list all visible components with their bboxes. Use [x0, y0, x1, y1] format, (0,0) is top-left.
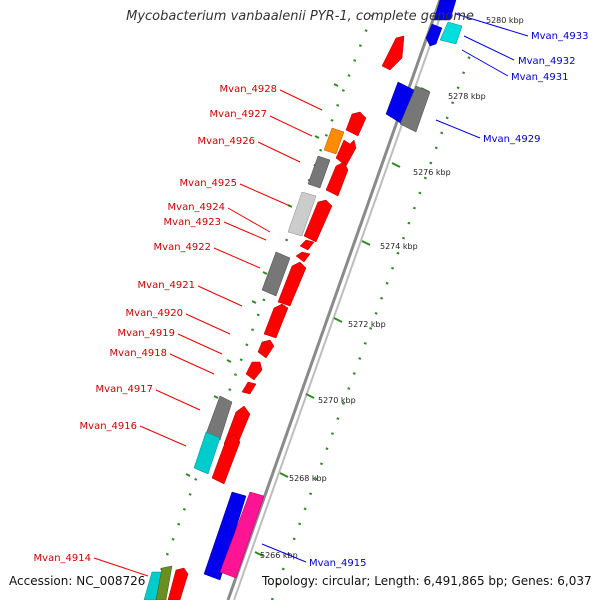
gene-arrow	[399, 85, 431, 133]
gene-arrow	[245, 361, 263, 381]
tick-5272	[333, 317, 343, 323]
right-strand-genes	[203, 0, 463, 581]
gene-arrow	[439, 21, 463, 45]
tick-label-5276: 5276 kbp	[413, 168, 451, 177]
outer-guide-right	[270, 54, 472, 600]
tick-label-5270: 5270 kbp	[318, 396, 356, 405]
gene-label-mvan-4926: Mvan_4926	[198, 136, 255, 147]
tick-label-5268: 5268 kbp	[289, 474, 327, 483]
gene-label-mvan-4921: Mvan_4921	[138, 280, 195, 291]
gene-label-mvan-4919: Mvan_4919	[118, 328, 175, 339]
gene-arrow	[241, 381, 257, 395]
gene-arrow	[203, 491, 247, 581]
gene-arrow	[263, 303, 289, 339]
gene-arrow	[307, 155, 331, 189]
left-strand-genes	[143, 35, 405, 600]
gene-label-mvan-4928: Mvan_4928	[220, 84, 277, 95]
tick-5276	[391, 162, 401, 168]
gene-label-mvan-4915: Mvan_4915	[309, 558, 366, 569]
gene-arrow	[325, 161, 349, 197]
gene-arrow	[155, 565, 173, 600]
gene-label-mvan-4932: Mvan_4932	[518, 56, 575, 67]
gene-label-mvan-4933: Mvan_4933	[531, 31, 588, 42]
gene-label-mvan-4927: Mvan_4927	[210, 109, 267, 120]
gene-label-mvan-4922: Mvan_4922	[154, 242, 211, 253]
tick-label-5272: 5272 kbp	[348, 320, 386, 329]
tick-5274	[361, 240, 371, 246]
gene-label-mvan-4914: Mvan_4914	[34, 553, 91, 564]
gene-arrow	[433, 0, 457, 21]
tick-5270	[305, 393, 315, 399]
gene-label-mvan-4918: Mvan_4918	[110, 348, 167, 359]
tick-5268	[279, 472, 289, 478]
gene-label-mvan-4917: Mvan_4917	[96, 384, 153, 395]
gene-arrow	[345, 111, 367, 137]
gene-label-mvan-4916: Mvan_4916	[80, 421, 137, 432]
gene-arrow	[261, 251, 291, 297]
map-title: Mycobacterium vanbaalenii PYR-1, complet…	[126, 9, 474, 24]
gene-arrow	[381, 35, 405, 71]
gene-label-mvan-4920: Mvan_4920	[126, 308, 183, 319]
left-leaders	[93, 89, 323, 577]
gene-label-mvan-4923: Mvan_4923	[164, 217, 221, 228]
gene-arrow	[303, 199, 333, 243]
gene-arrow	[287, 191, 317, 237]
gene-arrow	[257, 339, 275, 359]
gene-arrow	[425, 23, 443, 47]
tick-label-5266: 5266 kbp	[260, 551, 298, 560]
gene-arrow	[299, 239, 315, 251]
tick-5266	[254, 551, 264, 557]
gene-label-mvan-4929: Mvan_4929	[483, 134, 540, 145]
tick-label-5280: 5280 kbp	[486, 16, 524, 25]
gene-label-mvan-4924: Mvan_4924	[168, 202, 225, 213]
gene-arrow	[193, 431, 221, 475]
left-labels: Mvan_4928 Mvan_4927 Mvan_4926 Mvan_4925 …	[34, 84, 277, 564]
gene-arrow	[277, 261, 307, 307]
gene-arrow	[211, 433, 241, 485]
right-labels: Mvan_4933 Mvan_4932 Mvan_4931 Mvan_4929 …	[309, 31, 588, 569]
gene-arrow	[167, 567, 189, 600]
right-leaders	[261, 13, 529, 563]
gene-label-mvan-4931: Mvan_4931	[511, 72, 568, 83]
tick-label-5278: 5278 kbp	[448, 92, 486, 101]
gene-arrow	[295, 251, 311, 263]
gene-arrow	[323, 127, 345, 155]
outer-guide-left	[148, 14, 374, 600]
gene-arrow	[219, 491, 265, 579]
genome-summary: Topology: circular; Length: 6,491,865 bp…	[262, 574, 592, 588]
accession-label: Accession: NC_008726	[9, 574, 146, 588]
inner-track-dashes	[185, 83, 339, 477]
tick-label-5274: 5274 kbp	[380, 242, 418, 251]
gene-arrow	[385, 81, 415, 125]
gene-label-mvan-4925: Mvan_4925	[180, 178, 237, 189]
